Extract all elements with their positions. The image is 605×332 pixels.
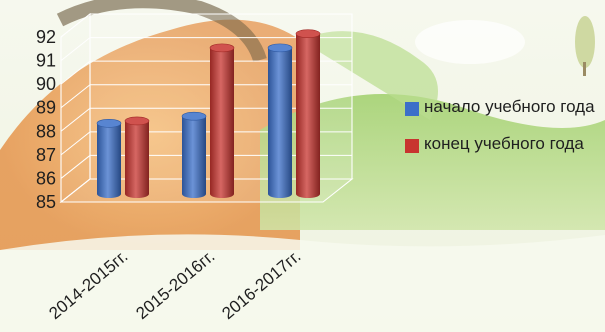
- bar-top: [181, 111, 207, 121]
- bars: [96, 29, 321, 199]
- legend-swatch-red: [405, 138, 419, 153]
- gridline-side: [60, 13, 91, 38]
- legend-label: конец учебного года: [424, 133, 584, 153]
- y-tick-label: 91: [36, 51, 56, 71]
- bar-top: [295, 29, 321, 39]
- bar-start-1: [96, 118, 122, 198]
- y-tick-label: 87: [36, 145, 56, 165]
- y-tick-label: 90: [36, 74, 56, 94]
- bar-body: [182, 116, 206, 198]
- gridline-side: [60, 84, 91, 109]
- gridline-side: [60, 37, 91, 61]
- gridline-side: [60, 60, 91, 85]
- bar-start-2: [181, 111, 207, 198]
- legend-label: начало учебного года: [424, 97, 595, 116]
- bar-top: [267, 43, 293, 53]
- bar-body: [268, 47, 292, 199]
- bar-body: [97, 123, 121, 198]
- bar-top: [96, 118, 122, 128]
- bar-top: [124, 116, 150, 126]
- bar-body: [296, 33, 320, 198]
- gridline-side: [60, 155, 91, 179]
- bar-body: [125, 120, 149, 198]
- y-axis-ticks: 85 86 87 88 89 90 91 92: [36, 27, 56, 212]
- gridline-side: [60, 107, 91, 132]
- y-tick-label: 89: [36, 98, 56, 118]
- bar-end-1: [124, 116, 150, 198]
- legend-item-end-of-year: конец учебного года: [405, 132, 603, 157]
- y-tick-label: 92: [36, 27, 56, 47]
- legend: начало учебного года конец учебного года: [405, 95, 603, 168]
- gridline-side: [60, 131, 91, 156]
- bar-body: [210, 47, 234, 199]
- bar-end-3: [295, 29, 321, 198]
- legend-item-start-of-year: начало учебного года: [405, 95, 603, 120]
- y-tick-label: 86: [36, 168, 56, 188]
- gridline-side: [60, 178, 91, 203]
- y-tick-label: 88: [36, 121, 56, 141]
- bar-top: [209, 43, 235, 53]
- bar-end-2: [209, 43, 235, 199]
- y-tick-label: 85: [36, 192, 56, 212]
- bar-start-3: [267, 43, 293, 199]
- legend-swatch-blue: [405, 102, 419, 116]
